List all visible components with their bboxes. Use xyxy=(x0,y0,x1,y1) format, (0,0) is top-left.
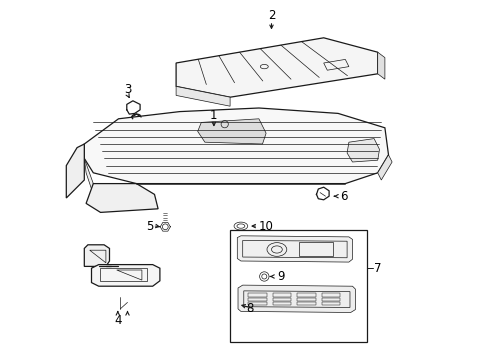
Bar xyxy=(298,242,332,256)
Bar xyxy=(247,302,266,305)
Text: 5: 5 xyxy=(146,220,154,233)
Polygon shape xyxy=(237,236,352,262)
Bar xyxy=(321,302,340,305)
Bar xyxy=(296,302,315,305)
Bar xyxy=(296,293,315,297)
Bar xyxy=(272,298,291,301)
Bar xyxy=(321,293,340,297)
Polygon shape xyxy=(377,52,384,79)
Text: 6: 6 xyxy=(339,190,346,203)
Polygon shape xyxy=(377,155,391,180)
Bar xyxy=(296,298,315,301)
Polygon shape xyxy=(86,184,158,212)
Polygon shape xyxy=(346,139,379,162)
Polygon shape xyxy=(91,265,160,286)
Text: 8: 8 xyxy=(246,302,253,315)
Bar xyxy=(272,302,291,305)
Polygon shape xyxy=(176,38,377,97)
Text: 7: 7 xyxy=(373,262,381,275)
Polygon shape xyxy=(197,119,265,144)
Polygon shape xyxy=(84,158,93,194)
Text: 10: 10 xyxy=(258,220,273,233)
Polygon shape xyxy=(66,144,84,198)
Text: 3: 3 xyxy=(123,83,131,96)
Text: 9: 9 xyxy=(276,270,284,283)
Text: 2: 2 xyxy=(267,9,275,22)
Polygon shape xyxy=(84,245,109,266)
Text: 1: 1 xyxy=(210,109,217,122)
Polygon shape xyxy=(238,285,355,312)
Bar xyxy=(230,230,366,342)
Polygon shape xyxy=(176,86,230,106)
Bar xyxy=(247,298,266,301)
Text: 4: 4 xyxy=(114,314,122,327)
Polygon shape xyxy=(84,108,387,184)
Bar xyxy=(321,298,340,301)
Bar xyxy=(247,293,266,297)
Bar xyxy=(272,293,291,297)
